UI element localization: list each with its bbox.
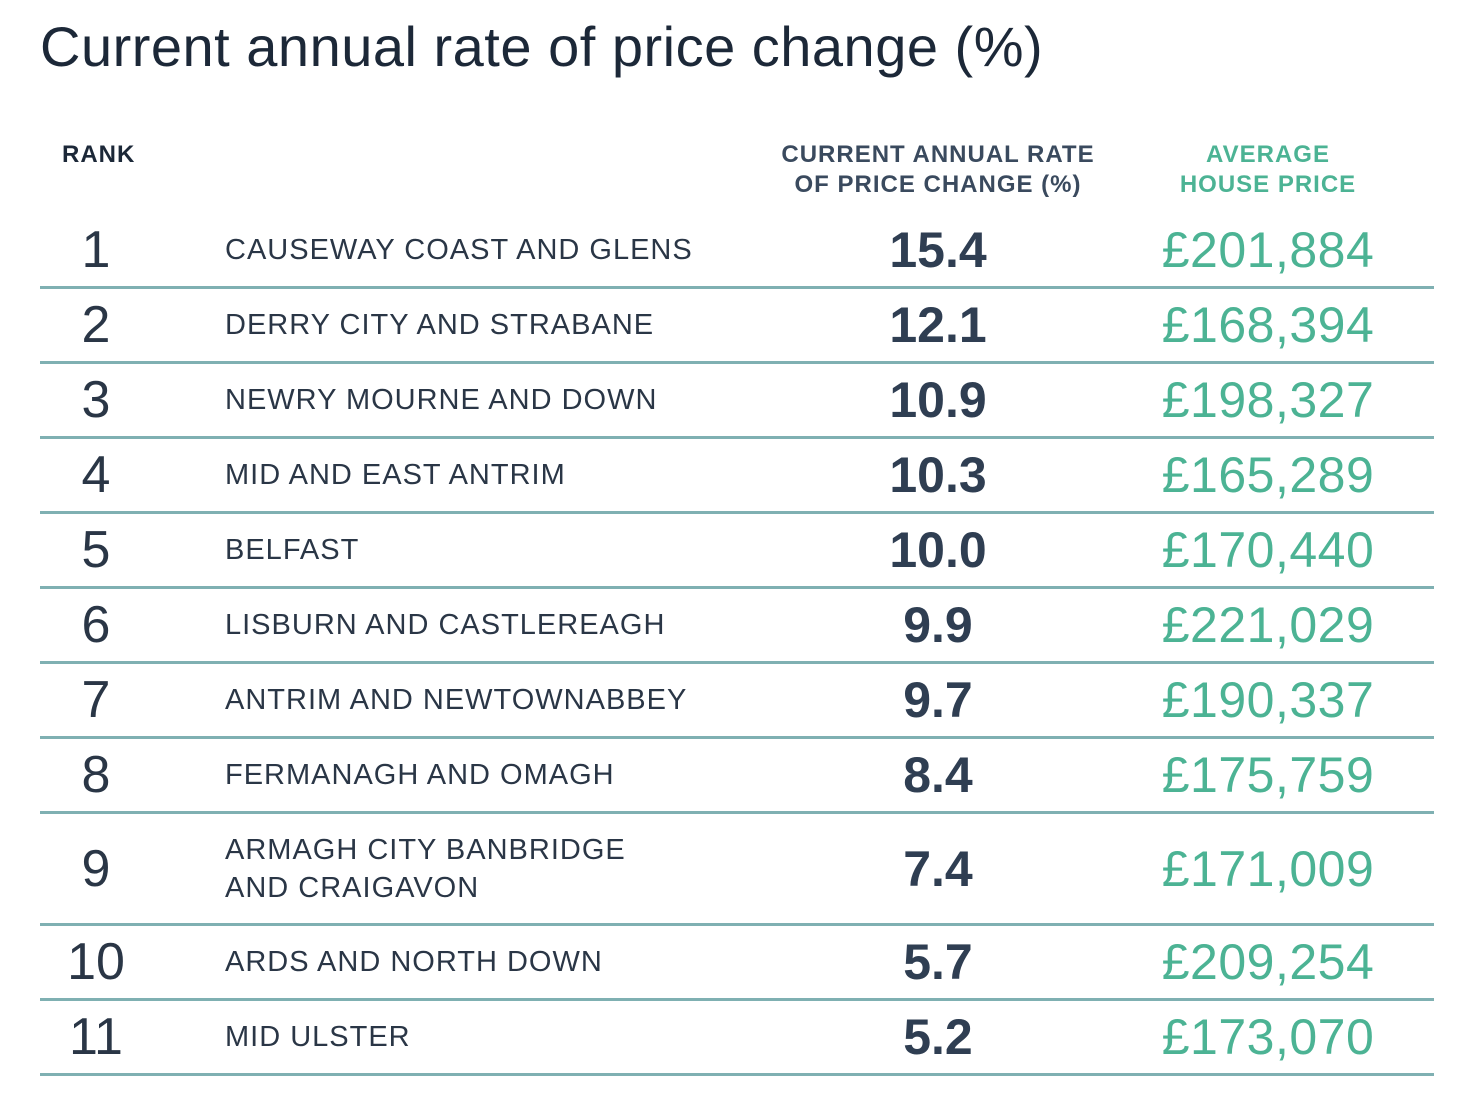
rank-cell: 7 (81, 671, 111, 729)
region-name: ARMAGH CITY BANBRIDGE AND CRAIGAVON (225, 833, 626, 904)
rate-cell: 12.1 (889, 297, 987, 353)
rate-cell: 8.4 (903, 747, 973, 803)
region-cell: NEWRY MOURNE AND DOWN (225, 364, 765, 436)
price-cell: £201,884 (1161, 222, 1375, 278)
header-rate-line1: CURRENT ANNUAL RATE (781, 141, 1095, 168)
rate-cell: 10.0 (889, 522, 987, 578)
rank-cell: 9 (81, 839, 111, 898)
table-row: 11 MID ULSTER 5.2 £173,070 (40, 1001, 1434, 1076)
rate-cell: 5.7 (903, 934, 973, 990)
region-name: ANTRIM AND NEWTOWNABBEY (225, 684, 688, 716)
rank-cell: 2 (81, 296, 111, 354)
price-cell: £221,029 (1161, 597, 1375, 653)
header-rate: CURRENT ANNUAL RATE OF PRICE CHANGE (%) (760, 140, 1116, 200)
table-row: 1 CAUSEWAY COAST AND GLENS 15.4 £201,884 (40, 214, 1434, 289)
header-price: AVERAGE HOUSE PRICE (1130, 140, 1406, 200)
rate-cell: 7.4 (903, 840, 973, 897)
region-cell: FERMANAGH AND OMAGH (225, 739, 765, 811)
table-row: 6 LISBURN AND CASTLEREAGH 9.9 £221,029 (40, 589, 1434, 664)
table-row: 8 FERMANAGH AND OMAGH 8.4 £175,759 (40, 739, 1434, 814)
region-cell: ARMAGH CITY BANBRIDGE AND CRAIGAVON (225, 814, 765, 923)
rank-cell: 11 (69, 1008, 123, 1066)
price-cell: £175,759 (1161, 747, 1375, 803)
region-name: LISBURN AND CASTLEREAGH (225, 609, 666, 641)
region-cell: ARDS AND NORTH DOWN (225, 926, 765, 998)
price-cell: £173,070 (1161, 1009, 1375, 1065)
region-cell: DERRY CITY AND STRABANE (225, 289, 765, 361)
region-cell: LISBURN AND CASTLEREAGH (225, 589, 765, 661)
price-cell: £190,337 (1161, 672, 1375, 728)
rank-cell: 5 (81, 521, 111, 579)
table-row: 5 BELFAST 10.0 £170,440 (40, 514, 1434, 589)
region-cell: CAUSEWAY COAST AND GLENS (225, 214, 765, 286)
rank-cell: 10 (67, 933, 125, 991)
page-title: Current annual rate of price change (%) (40, 15, 1044, 78)
price-cell: £209,254 (1161, 934, 1375, 990)
rate-cell: 10.3 (889, 447, 987, 503)
region-name: MID AND EAST ANTRIM (225, 459, 566, 491)
rate-cell: 10.9 (889, 372, 987, 428)
header-price-line2: HOUSE PRICE (1179, 171, 1357, 198)
header-price-line1: AVERAGE (1206, 141, 1330, 168)
table-row: 9 ARMAGH CITY BANBRIDGE AND CRAIGAVON 7.4 £… (40, 814, 1434, 926)
rank-cell: 4 (81, 446, 111, 504)
region-cell: MID AND EAST ANTRIM (225, 439, 765, 511)
table-row: 3 NEWRY MOURNE AND DOWN 10.9 £198,327 (40, 364, 1434, 439)
region-name: DERRY CITY AND STRABANE (225, 309, 655, 341)
ranking-table: 1 CAUSEWAY COAST AND GLENS 15.4 £201,884 2 DE… (40, 214, 1434, 1076)
region-name: FERMANAGH AND OMAGH (225, 759, 615, 791)
rate-cell: 15.4 (889, 222, 987, 278)
region-cell: MID ULSTER (225, 1001, 765, 1073)
price-cell: £171,009 (1161, 840, 1375, 897)
table-row: 4 MID AND EAST ANTRIM 10.3 £165,289 (40, 439, 1434, 514)
rank-cell: 3 (81, 371, 111, 429)
region-name: ARDS AND NORTH DOWN (225, 946, 603, 978)
header-rate-line2: OF PRICE CHANGE (%) (794, 171, 1082, 198)
rank-cell: 8 (81, 746, 111, 804)
price-cell: £165,289 (1161, 447, 1375, 503)
table-row: 7 ANTRIM AND NEWTOWNABBEY 9.7 £190,337 (40, 664, 1434, 739)
header-rank: RANK (62, 141, 136, 168)
table-row: 2 DERRY CITY AND STRABANE 12.1 £168,394 (40, 289, 1434, 364)
region-cell: ANTRIM AND NEWTOWNABBEY (225, 664, 765, 736)
region-name: CAUSEWAY COAST AND GLENS (225, 234, 693, 266)
region-name: NEWRY MOURNE AND DOWN (225, 384, 658, 416)
rate-cell: 5.2 (903, 1009, 973, 1065)
rate-cell: 9.9 (903, 597, 973, 653)
price-cell: £168,394 (1161, 297, 1375, 353)
price-cell: £198,327 (1161, 372, 1375, 428)
rank-cell: 1 (81, 221, 111, 279)
rate-cell: 9.7 (903, 672, 973, 728)
region-cell: BELFAST (225, 514, 765, 586)
table-row: 10 ARDS AND NORTH DOWN 5.7 £209,254 (40, 926, 1434, 1001)
price-cell: £170,440 (1161, 522, 1375, 578)
region-name: MID ULSTER (225, 1021, 411, 1053)
region-name: BELFAST (225, 534, 360, 566)
rank-cell: 6 (81, 596, 111, 654)
